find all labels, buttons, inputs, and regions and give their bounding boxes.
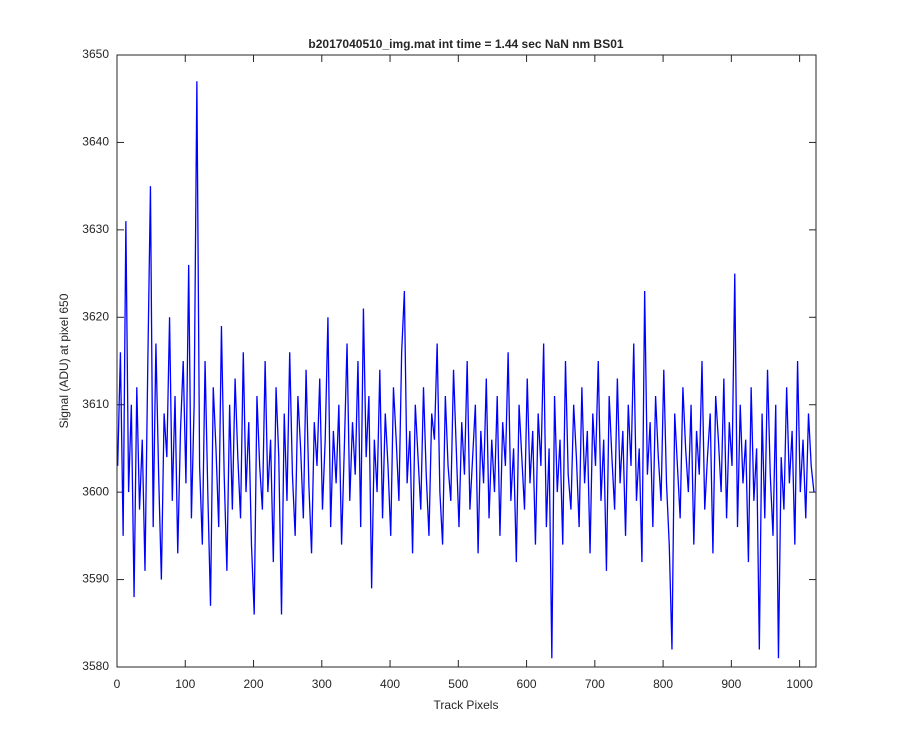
x-tick-label: 500 [448, 677, 468, 691]
y-axis-label: Signal (ADU) at pixel 650 [57, 293, 71, 428]
y-tick-label: 3630 [82, 222, 109, 236]
y-tick-label: 3580 [82, 659, 109, 673]
x-tick-label: 400 [380, 677, 400, 691]
x-tick-label: 1000 [786, 677, 813, 691]
x-tick-label: 800 [653, 677, 673, 691]
y-tick-label: 3610 [82, 397, 109, 411]
x-tick-label: 700 [585, 677, 605, 691]
x-tick-label: 300 [312, 677, 332, 691]
x-tick-label: 0 [114, 677, 121, 691]
y-tick-label: 3650 [82, 47, 109, 61]
x-tick-label: 100 [175, 677, 195, 691]
x-tick-label: 200 [244, 677, 264, 691]
y-tick-label: 3640 [82, 135, 109, 149]
y-tick-label: 3600 [82, 484, 109, 498]
plot-area [116, 54, 817, 668]
data-line [117, 81, 815, 659]
y-tick-label: 3620 [82, 309, 109, 323]
y-tick-label: 3590 [82, 572, 109, 586]
x-tick-label: 600 [517, 677, 537, 691]
x-tick-label: 900 [721, 677, 741, 691]
chart-title: b2017040510_img.mat int time = 1.44 sec … [308, 37, 623, 51]
x-axis-label: Track Pixels [434, 698, 499, 712]
